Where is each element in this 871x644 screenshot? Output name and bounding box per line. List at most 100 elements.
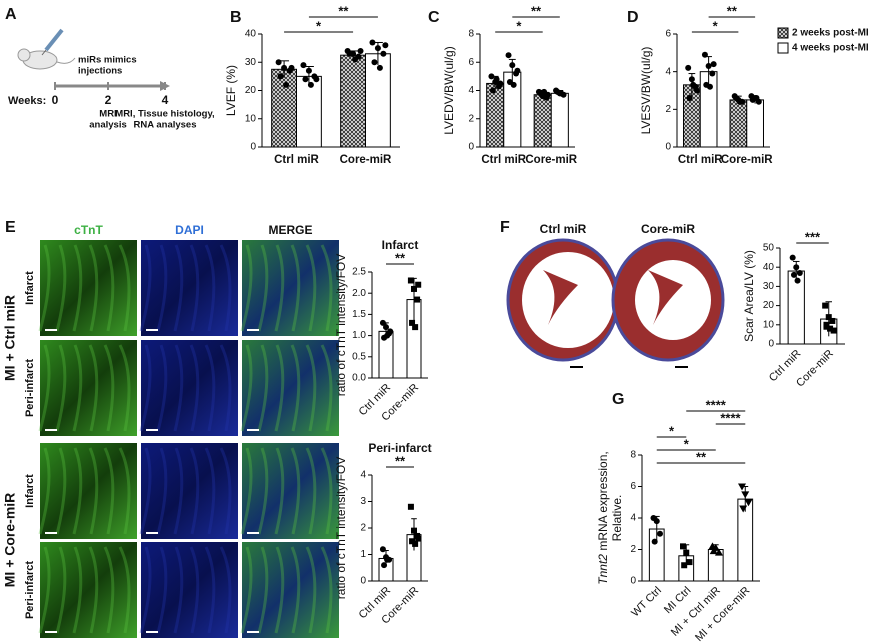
tissue-texture xyxy=(305,546,317,634)
tissue-texture xyxy=(219,344,232,432)
data-point xyxy=(497,80,504,87)
significance-label: *** xyxy=(805,229,821,244)
significance-label: ** xyxy=(727,3,738,18)
tissue-texture xyxy=(290,546,301,634)
micrograph xyxy=(242,240,339,336)
tissue-texture xyxy=(156,546,168,634)
timeline-point: 0 xyxy=(52,93,59,107)
data-point xyxy=(409,319,416,326)
y-tick-label: 3 xyxy=(360,496,366,507)
data-point xyxy=(733,95,740,102)
y-tick-label: 0.5 xyxy=(352,351,366,362)
data-point xyxy=(651,538,658,545)
y-tick-label: 0 xyxy=(665,142,671,153)
data-point xyxy=(384,556,391,563)
heart-septum xyxy=(648,270,683,325)
image-panel-f: F Ctrl miR Core-miR xyxy=(500,219,725,368)
tissue-texture xyxy=(118,546,131,634)
data-point xyxy=(313,76,320,83)
data-point xyxy=(793,264,800,271)
significance-label: ** xyxy=(531,3,542,18)
y-axis-label: ratio of cTnT intensity/FOV xyxy=(334,457,348,600)
data-point xyxy=(376,64,383,71)
data-point xyxy=(825,314,832,321)
tissue-texture xyxy=(240,244,253,332)
data-point xyxy=(489,87,496,94)
data-point xyxy=(680,543,687,550)
y-tick-label: 0 xyxy=(360,576,366,587)
timeline-note: miRs mimics xyxy=(78,55,137,66)
data-point xyxy=(690,81,697,88)
timeline-note: MRI, Tissue histology, xyxy=(115,109,214,120)
timeline-label: Weeks: xyxy=(8,95,46,107)
y-tick-label: 10 xyxy=(763,319,775,330)
y-tick-label: 50 xyxy=(763,243,775,254)
row-label: Infarct xyxy=(24,271,36,305)
y-tick-label: 4 xyxy=(468,85,474,96)
bar xyxy=(550,92,569,148)
tissue-texture xyxy=(219,447,232,535)
data-point xyxy=(683,549,690,556)
significance-label: **** xyxy=(706,397,727,412)
legend-swatch xyxy=(777,27,789,39)
y-tick-label: 2 xyxy=(665,104,671,115)
data-point xyxy=(488,73,495,80)
heart-cavity xyxy=(522,252,614,348)
data-point xyxy=(709,70,716,77)
tissue-texture xyxy=(72,546,83,634)
y-axis-label: LVESV/BW(ul/g) xyxy=(639,47,653,135)
micrograph xyxy=(141,443,238,539)
tissue-texture xyxy=(88,344,99,432)
tissue-texture xyxy=(55,344,67,432)
y-axis-label: Tnnt2 mRNA expression, xyxy=(596,451,610,584)
tissue-texture xyxy=(88,244,99,332)
data-point xyxy=(544,91,551,98)
tissue-texture xyxy=(320,546,333,634)
significance-label: * xyxy=(669,423,675,438)
data-point xyxy=(374,45,381,52)
micrograph xyxy=(40,443,137,539)
group-label: MI + Core-miR xyxy=(2,493,18,588)
chart: Peri-infarct 0 1 2 3 4 ratio of cTnT intensity… xyxy=(334,441,432,626)
row-label: Infarct xyxy=(24,474,36,508)
micrograph xyxy=(141,542,238,638)
data-point xyxy=(710,61,717,68)
y-tick-label: 40 xyxy=(763,262,775,273)
data-point xyxy=(412,540,419,547)
data-point xyxy=(387,328,394,335)
bar xyxy=(746,99,764,148)
y-tick-label: 4 xyxy=(665,66,671,77)
data-point xyxy=(823,323,830,330)
heart-septum xyxy=(543,270,578,325)
tissue-texture xyxy=(103,546,115,634)
data-point xyxy=(411,285,417,292)
y-tick-label: 40 xyxy=(245,29,257,40)
tissue-texture xyxy=(257,546,269,634)
group-label: MI + Ctrl miR xyxy=(2,295,18,381)
tissue-texture xyxy=(38,546,51,634)
timeline-note: analysis xyxy=(89,120,127,131)
panel-label: C xyxy=(428,9,440,26)
micrograph xyxy=(40,240,137,336)
data-point xyxy=(414,296,421,303)
tissue-texture xyxy=(38,447,51,535)
tissue-texture xyxy=(103,447,115,535)
data-point xyxy=(701,51,708,58)
micrograph xyxy=(242,542,339,638)
data-point xyxy=(357,47,364,54)
y-axis-label-gene: Tnnt2 xyxy=(596,554,610,585)
x-tick-label: Core-miR xyxy=(340,154,392,166)
data-point xyxy=(753,95,760,102)
data-point xyxy=(381,562,388,569)
significance-label: * xyxy=(316,18,322,33)
panel-label: E xyxy=(5,219,16,236)
legend-label: 4 weeks post-MI xyxy=(792,43,869,54)
tissue-texture xyxy=(189,244,200,332)
column-header: MERGE xyxy=(268,223,312,237)
tissue-texture xyxy=(204,244,216,332)
tissue-texture xyxy=(189,546,200,634)
data-point xyxy=(514,67,521,74)
